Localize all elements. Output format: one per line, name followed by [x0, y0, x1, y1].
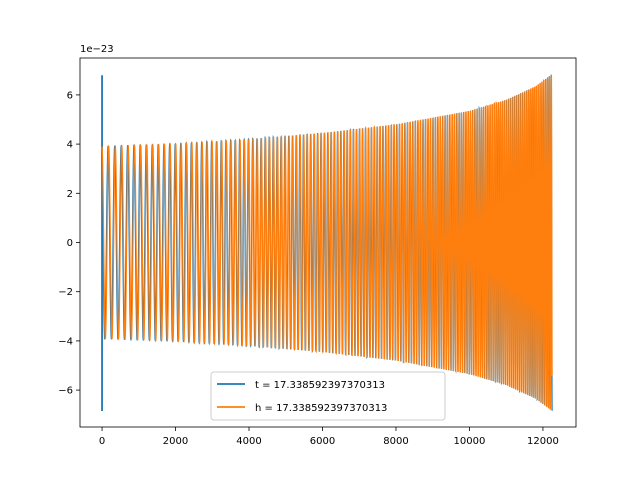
y-tick-label: 2 [67, 189, 73, 200]
y-tick-label: −2 [58, 287, 73, 298]
x-tick-label: 8000 [383, 436, 408, 447]
legend-label-t: t = 17.338592397370313 [255, 380, 385, 391]
series-line-h [101, 74, 553, 410]
y-tick-label: −6 [58, 386, 73, 397]
x-tick-label: 4000 [236, 436, 261, 447]
x-tick-label: 6000 [310, 436, 335, 447]
legend: t = 17.338592397370313 h = 17.3385923973… [210, 371, 446, 421]
plot-area [101, 74, 553, 412]
y-tick-label: 0 [67, 238, 73, 249]
y-tick-label: −4 [58, 336, 73, 347]
x-tick-label: 0 [99, 436, 105, 447]
legend-box [210, 371, 446, 421]
y-axis-ticks: −6 −4 −2 0 2 4 6 [58, 90, 80, 397]
x-tick-label: 10000 [454, 436, 486, 447]
y-tick-label: 4 [67, 140, 73, 151]
x-tick-label: 2000 [163, 436, 188, 447]
y-offset-label: 1e−23 [80, 44, 114, 55]
y-tick-label: 6 [67, 90, 73, 101]
x-tick-label: 12000 [527, 436, 559, 447]
legend-label-h: h = 17.338592397370313 [255, 403, 387, 414]
x-axis-ticks: 0 2000 4000 6000 8000 10000 12000 [99, 427, 559, 447]
